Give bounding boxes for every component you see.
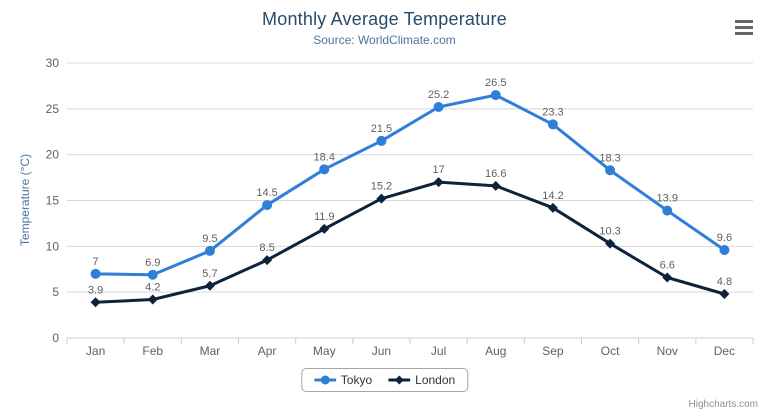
london-series-line[interactable]	[94, 180, 726, 304]
tokyo-point[interactable]	[662, 205, 673, 216]
x-axis-label: Jul	[431, 344, 446, 358]
tokyo-point[interactable]	[90, 268, 101, 279]
legend-marker-shape	[320, 375, 330, 385]
london-point[interactable]	[319, 223, 330, 234]
x-axis-label: Jun	[372, 344, 391, 358]
london-point[interactable]	[490, 180, 501, 191]
y-axis-tick-label: 5	[52, 285, 59, 299]
x-axis-label: Feb	[142, 344, 163, 358]
y-axis-title: Temperature (°C)	[18, 153, 32, 247]
tokyo-point[interactable]	[376, 135, 387, 146]
tokyo-point[interactable]	[605, 165, 616, 176]
london-point[interactable]	[605, 238, 616, 249]
tokyo-point[interactable]	[719, 245, 730, 255]
hamburger-icon	[735, 31, 753, 35]
x-axis-label: Dec	[714, 344, 735, 358]
data-label: 16.6	[485, 168, 506, 180]
legend-item-london[interactable]: London	[388, 373, 455, 387]
legend-item-tokyo[interactable]: Tokyo	[313, 373, 373, 387]
hamburger-icon	[735, 19, 753, 23]
london-point[interactable]	[376, 193, 387, 204]
data-label: 14.5	[256, 187, 277, 199]
london-point[interactable]	[662, 272, 673, 283]
y-axis-tick-label: 25	[46, 102, 60, 116]
data-label: 7	[93, 256, 99, 268]
london-point[interactable]	[547, 202, 558, 213]
data-label: 6.9	[145, 257, 160, 269]
data-label: 11.9	[314, 211, 335, 223]
london-point[interactable]	[433, 177, 444, 188]
data-label: 9.5	[202, 233, 217, 245]
data-label: 8.5	[259, 242, 274, 254]
x-axis-label: Mar	[200, 344, 221, 358]
data-label: 25.2	[428, 89, 449, 101]
x-axis-label: May	[313, 344, 336, 358]
london-series-marker-icon	[388, 375, 411, 385]
data-label: 13.9	[657, 193, 678, 205]
tokyo-point[interactable]	[204, 245, 215, 256]
tokyo-series-marker-icon	[313, 375, 336, 385]
data-label: 18.3	[599, 152, 620, 164]
y-axis-tick-label: 15	[46, 194, 60, 208]
legend-label-tokyo: Tokyo	[340, 373, 373, 387]
tokyo-series-line[interactable]	[94, 93, 726, 277]
data-label: 4.8	[717, 276, 732, 288]
data-label: 3.9	[88, 284, 103, 296]
data-label: 14.2	[542, 190, 563, 202]
london-point[interactable]	[204, 280, 215, 291]
data-label: 15.2	[371, 181, 392, 193]
x-axis-label: Apr	[258, 344, 277, 358]
data-label: 23.3	[542, 106, 563, 118]
x-axis-label: Sep	[542, 344, 564, 358]
highcharts-credit-link[interactable]: Highcharts.com	[688, 399, 758, 410]
y-axis-tick-label: 30	[46, 56, 60, 70]
data-label: 18.4	[314, 151, 335, 163]
data-label: 17	[432, 164, 444, 176]
y-axis-tick-label: 20	[46, 148, 60, 162]
tokyo-point[interactable]	[319, 164, 330, 175]
london-point[interactable]	[90, 297, 101, 308]
hamburger-icon	[735, 25, 753, 29]
legend: Tokyo London	[300, 368, 469, 392]
chart-title: Monthly Average Temperature	[262, 9, 507, 29]
context-menu-button[interactable]	[731, 15, 757, 39]
x-axis-label: Aug	[485, 344, 506, 358]
tokyo-point[interactable]	[147, 269, 158, 280]
data-label: 4.2	[145, 282, 160, 294]
y-axis-tick-label: 0	[52, 331, 59, 345]
x-axis-label: Nov	[657, 344, 678, 358]
data-label: 5.7	[202, 268, 217, 280]
y-axis-tick-label: 10	[46, 239, 60, 253]
legend-label-london: London	[415, 373, 456, 387]
tokyo-point[interactable]	[547, 119, 558, 130]
x-axis-label: Jan	[86, 344, 105, 358]
london-point[interactable]	[147, 294, 158, 305]
data-label: 10.3	[599, 226, 620, 238]
chart-subtitle: Source: WorldClimate.com	[313, 33, 456, 47]
london-point[interactable]	[262, 255, 273, 266]
x-axis-label: Oct	[601, 344, 620, 358]
data-label: 26.5	[485, 77, 506, 89]
data-label: 21.5	[371, 123, 392, 135]
legend-marker-shape	[394, 375, 404, 385]
london-point[interactable]	[719, 289, 730, 299]
tokyo-point[interactable]	[262, 200, 273, 211]
data-label: 6.6	[660, 260, 675, 272]
tokyo-point[interactable]	[490, 90, 501, 101]
tokyo-point[interactable]	[433, 102, 444, 112]
data-label: 9.6	[717, 232, 732, 244]
